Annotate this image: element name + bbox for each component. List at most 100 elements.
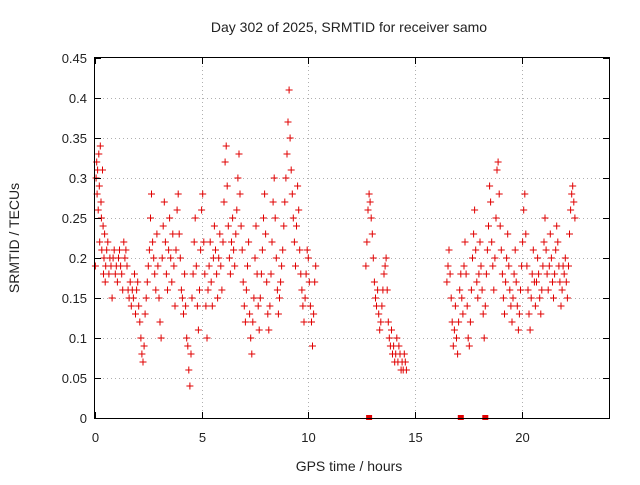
data-point (120, 238, 128, 246)
data-point (293, 222, 300, 230)
data-point (220, 198, 228, 206)
data-point (147, 214, 154, 222)
y-tick-label: 0.1 (69, 331, 87, 346)
data-point (511, 246, 519, 254)
data-point (245, 238, 253, 246)
data-point (505, 262, 513, 270)
data-point (246, 310, 254, 318)
data-point (279, 246, 287, 254)
data-point (101, 230, 109, 238)
data-point (159, 222, 167, 230)
data-point (498, 270, 506, 278)
data-point (99, 222, 107, 230)
data-point (181, 270, 189, 278)
data-point (380, 270, 388, 278)
data-point (154, 262, 162, 270)
data-point (376, 326, 384, 334)
data-point (203, 334, 211, 342)
data-point (393, 334, 401, 342)
data-point (453, 334, 460, 342)
data-point (167, 254, 175, 262)
data-point (242, 286, 250, 294)
data-point (236, 190, 244, 198)
data-point (217, 262, 225, 270)
data-point (233, 206, 241, 214)
data-point (127, 302, 135, 310)
data-point (283, 150, 291, 158)
y-tick-label: 0.45 (62, 51, 87, 66)
data-point (448, 318, 456, 326)
data-point (544, 286, 552, 294)
data-point (186, 382, 194, 390)
data-point (192, 262, 200, 270)
data-point (155, 294, 163, 302)
data-point (244, 262, 251, 270)
data-point (111, 270, 119, 278)
data-point (267, 270, 275, 278)
data-point (284, 118, 292, 126)
data-point (507, 302, 515, 310)
data-point (501, 310, 508, 318)
data-point (215, 254, 223, 262)
data-point (295, 206, 303, 214)
data-point (134, 278, 142, 286)
data-point (525, 310, 533, 318)
data-point (369, 254, 377, 262)
data-point (304, 254, 312, 262)
data-point (476, 238, 484, 246)
data-point (492, 214, 500, 222)
data-point (464, 334, 472, 342)
data-point (474, 294, 482, 302)
y-tick-label: 0.35 (62, 131, 87, 146)
data-point (509, 294, 517, 302)
data-point (187, 350, 195, 358)
data-point (247, 334, 255, 342)
data-point (115, 254, 122, 262)
data-point (145, 246, 153, 254)
data-point (208, 302, 216, 310)
data-point (515, 310, 523, 318)
data-point (536, 294, 544, 302)
data-point (94, 206, 102, 214)
data-point (454, 350, 462, 358)
data-point (460, 262, 468, 270)
data-point (470, 230, 478, 238)
data-point (562, 278, 570, 286)
data-point (510, 270, 518, 278)
data-point (467, 286, 475, 294)
data-point (240, 302, 248, 310)
data-point (455, 318, 463, 326)
data-point (185, 366, 193, 374)
data-point (95, 150, 103, 158)
data-point (133, 286, 141, 294)
data-point (477, 262, 485, 270)
data-point (298, 286, 306, 294)
data-point (537, 310, 545, 318)
data-point (382, 254, 390, 262)
data-point (517, 286, 524, 294)
y-axis-title: SRMTID / TECUs (6, 183, 22, 293)
data-point (210, 222, 218, 230)
data-point (190, 238, 198, 246)
data-point (142, 294, 150, 302)
data-point (534, 254, 542, 262)
data-point (271, 214, 279, 222)
x-tick-label: 15 (408, 430, 422, 445)
data-point (174, 190, 182, 198)
data-points (91, 86, 579, 420)
data-point (172, 246, 180, 254)
data-point (169, 230, 177, 238)
data-point (101, 278, 109, 286)
data-point (156, 318, 164, 326)
data-point (527, 294, 535, 302)
data-point (202, 302, 210, 310)
data-point (183, 334, 191, 342)
data-point (571, 214, 579, 222)
data-point (512, 278, 520, 286)
data-point (201, 270, 209, 278)
data-point (471, 206, 479, 214)
data-point (543, 270, 551, 278)
data-point (478, 286, 486, 294)
data-point (132, 310, 139, 318)
